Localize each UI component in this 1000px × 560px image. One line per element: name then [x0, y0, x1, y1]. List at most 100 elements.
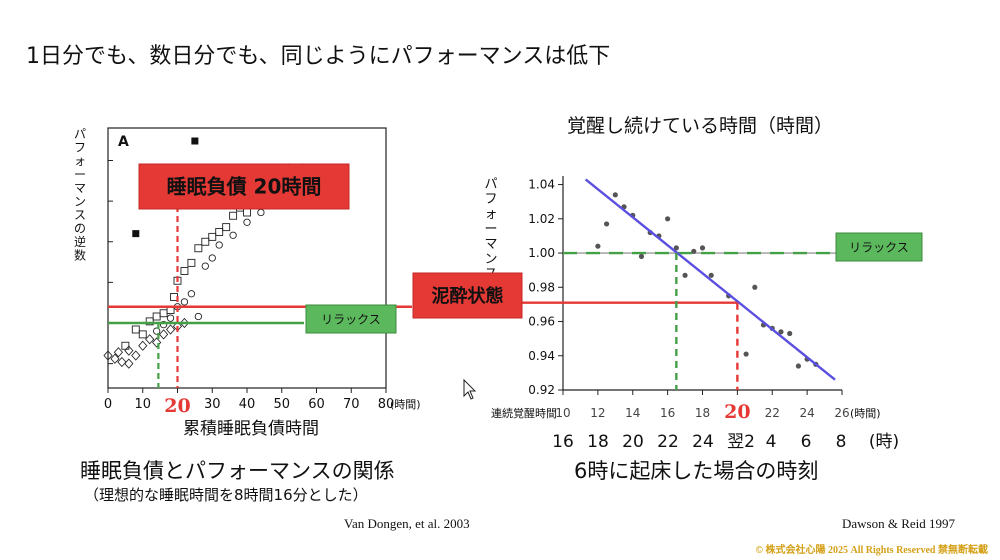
relax-right-label: リラックス	[849, 240, 909, 254]
right-x-tick-label: 10	[555, 406, 570, 420]
left-y-axis-title-char: ォ	[74, 154, 86, 168]
right-data-point	[665, 216, 671, 222]
left-square-point	[229, 211, 238, 220]
left-circle-point	[215, 241, 223, 249]
right-y-tick-label: 0.96	[528, 315, 555, 329]
left-x-axis-title: 累積睡眠負債時間	[183, 419, 319, 439]
right-clock-label: (時)	[869, 432, 899, 452]
left-filled-square-point	[191, 137, 199, 145]
right-y-axis-title-char: フ	[484, 192, 497, 207]
right-x-tick-label: 22	[765, 406, 780, 420]
right-data-point	[752, 284, 758, 290]
right-x-tick-label: 16	[660, 406, 675, 420]
sleep-debt-label: 睡眠負債 20時間	[167, 175, 322, 199]
left-square-point	[222, 223, 231, 232]
left-circle-point	[159, 320, 168, 329]
right-x-tick-label: 26	[834, 406, 849, 420]
copyright-notice: © 株式会社心陽 2025 All Rights Reserved 禁無断転載	[755, 545, 988, 556]
left-diamond-point	[117, 356, 127, 368]
right-data-point	[743, 351, 749, 357]
right-x-row-label: 連続覚醒時間	[491, 406, 557, 420]
left-x-tick-label: 40	[239, 397, 256, 412]
right-chart-caption: 6時に起床した場合の時刻	[574, 459, 819, 483]
left-square-point	[145, 317, 154, 326]
left-circle-point	[166, 314, 175, 322]
left-circle-point	[187, 290, 196, 298]
left-panel-label: A	[118, 134, 129, 150]
left-circle-point	[243, 218, 251, 226]
right-x-unit: (時間)	[850, 407, 881, 420]
right-data-point	[682, 272, 688, 278]
left-x-tick-label: 50	[273, 397, 290, 412]
left-diamond-point	[152, 337, 162, 348]
left-square-point	[131, 325, 140, 334]
right-x-highlight-label: 20	[724, 401, 750, 423]
right-y-axis-title-char: パ	[484, 177, 497, 192]
left-circle-point	[152, 327, 161, 335]
left-circle-point	[229, 231, 237, 239]
right-data-point	[638, 253, 645, 260]
right-y-tick-label: 0.94	[528, 349, 555, 363]
right-y-tick-label: 0.92	[528, 383, 555, 397]
left-x-tick-label: 70	[343, 397, 360, 412]
right-x-highlight-mask	[725, 400, 750, 420]
right-trend-line	[584, 178, 836, 381]
right-clock-label: 20	[622, 432, 644, 452]
left-x-tick-label: 10	[134, 397, 151, 412]
left-y-axis-title-char: ス	[74, 208, 86, 222]
left-citation: Van Dongen, et al. 2003	[344, 516, 470, 531]
left-y-axis-title-char: パ	[74, 127, 86, 141]
right-x-tick-label: 24	[799, 406, 814, 420]
right-y-axis-title-char: ー	[484, 222, 497, 237]
relax-left-label: リラックス	[321, 312, 381, 326]
left-diamond-point	[124, 358, 134, 369]
left-diamond-point	[165, 324, 176, 335]
left-y-axis-title-char: フ	[74, 141, 86, 155]
drunk-state-label: 泥酔状態	[432, 285, 504, 307]
right-data-point	[778, 329, 784, 335]
right-chart-title: 覚醒し続けている時間（時間）	[567, 115, 833, 137]
right-data-point	[787, 330, 793, 337]
left-diamond-point	[158, 329, 169, 340]
right-clock-label: 4	[766, 432, 777, 452]
mouse-cursor-icon	[463, 378, 477, 400]
left-square-point	[194, 244, 203, 253]
right-y-axis-title-char: ォ	[484, 207, 497, 222]
right-clock-label: 18	[587, 432, 609, 452]
sleep-debt-box	[138, 163, 350, 210]
left-x-tick-label: 80	[378, 397, 395, 412]
right-data-point	[612, 192, 618, 198]
left-diamond-point	[145, 334, 155, 345]
left-y-axis-title-char: マ	[74, 181, 86, 195]
left-x-highlight-label: 20	[164, 395, 190, 417]
left-diamond-point	[113, 347, 124, 358]
page-title: 1日分でも、数日分でも、同じようにパフォーマンスは低下	[26, 44, 611, 69]
left-y-axis-title-char: 数	[74, 248, 86, 263]
left-circle-point	[201, 262, 209, 270]
drunk-state-box	[412, 272, 523, 319]
left-diamond-point	[110, 353, 120, 364]
left-diamond-point	[124, 345, 134, 356]
left-x-tick-label: 30	[204, 397, 221, 412]
right-data-point	[673, 245, 679, 251]
left-filled-square-point	[132, 230, 140, 238]
right-y-axis-title-char: ン	[484, 252, 497, 267]
right-data-point	[795, 363, 802, 369]
relax-right-box	[835, 232, 923, 262]
left-diamond-point	[138, 340, 148, 351]
right-y-axis-title-char: マ	[484, 237, 497, 252]
left-chart-note: （理想的な睡眠時間を8時間16分とした）	[84, 486, 368, 504]
left-square-point	[138, 330, 147, 339]
right-data-point	[595, 243, 601, 249]
right-y-tick-label: 1.02	[528, 212, 555, 226]
left-circle-point	[208, 254, 216, 262]
right-data-point	[691, 248, 697, 254]
left-square-point	[201, 237, 210, 246]
left-chart-caption: 睡眠負債とパフォーマンスの関係	[80, 459, 395, 483]
right-clock-label: 22	[657, 432, 679, 452]
left-x-tick-label: 60	[308, 397, 325, 412]
left-y-axis-title-char: ー	[74, 168, 86, 182]
right-data-point	[708, 272, 714, 278]
